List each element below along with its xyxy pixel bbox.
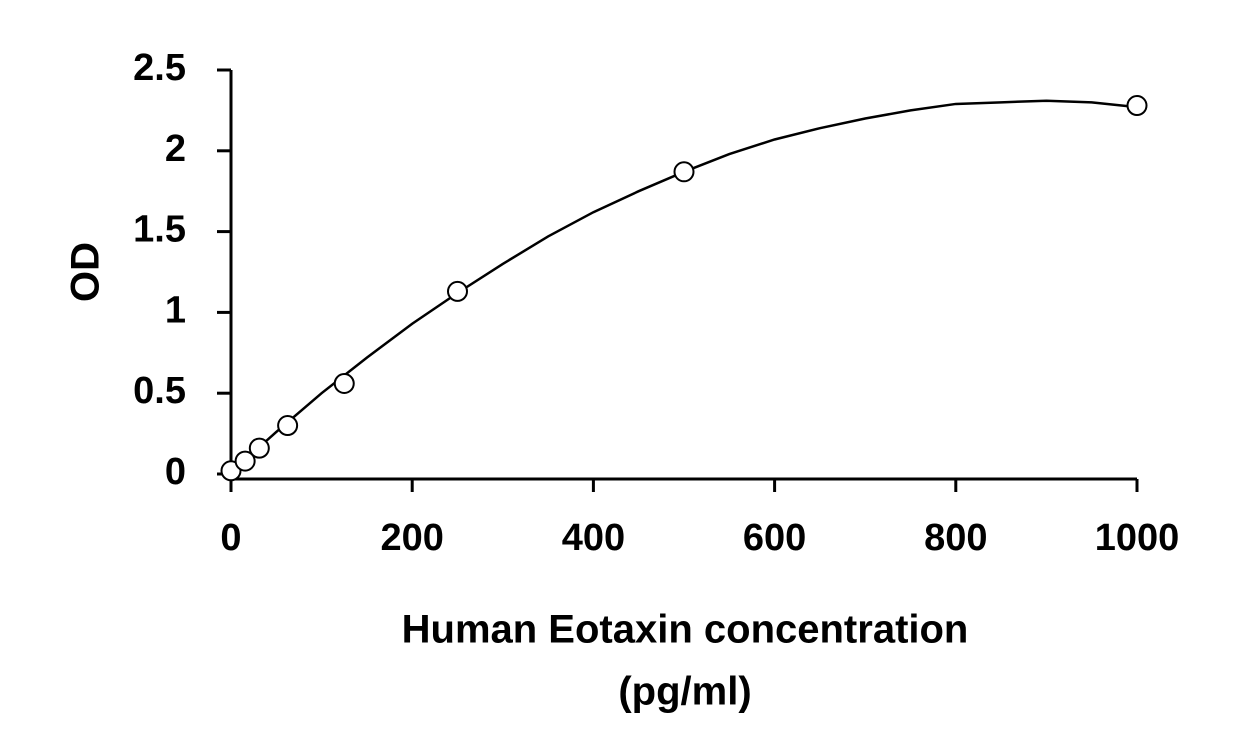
x-axis-title: Human Eotaxin concentration	[402, 608, 969, 652]
x-tick-label: 400	[562, 517, 625, 559]
data-point	[277, 415, 299, 437]
y-tick-label: 0	[165, 451, 186, 493]
x-tick-label: 600	[743, 517, 806, 559]
data-point	[248, 437, 270, 459]
y-tick-label: 0.5	[133, 370, 186, 412]
data-point	[333, 373, 355, 395]
data-point	[234, 450, 256, 472]
x-tick-label: 0	[220, 517, 241, 559]
x-axis-title: (pg/ml)	[618, 670, 751, 714]
data-point	[1126, 95, 1148, 117]
y-tick-label: 2	[165, 128, 186, 170]
data-point	[673, 161, 695, 183]
y-axis-title: OD	[64, 242, 108, 302]
data-point	[220, 460, 242, 482]
y-tick-label: 2.5	[133, 47, 186, 89]
x-tick-label: 200	[380, 517, 443, 559]
y-tick-label: 1.5	[133, 209, 186, 251]
x-tick-label: 1000	[1095, 517, 1180, 559]
x-tick-label: 800	[924, 517, 987, 559]
fit-curve	[230, 99, 1138, 474]
y-tick-label: 1	[165, 289, 186, 331]
data-point	[447, 280, 468, 302]
